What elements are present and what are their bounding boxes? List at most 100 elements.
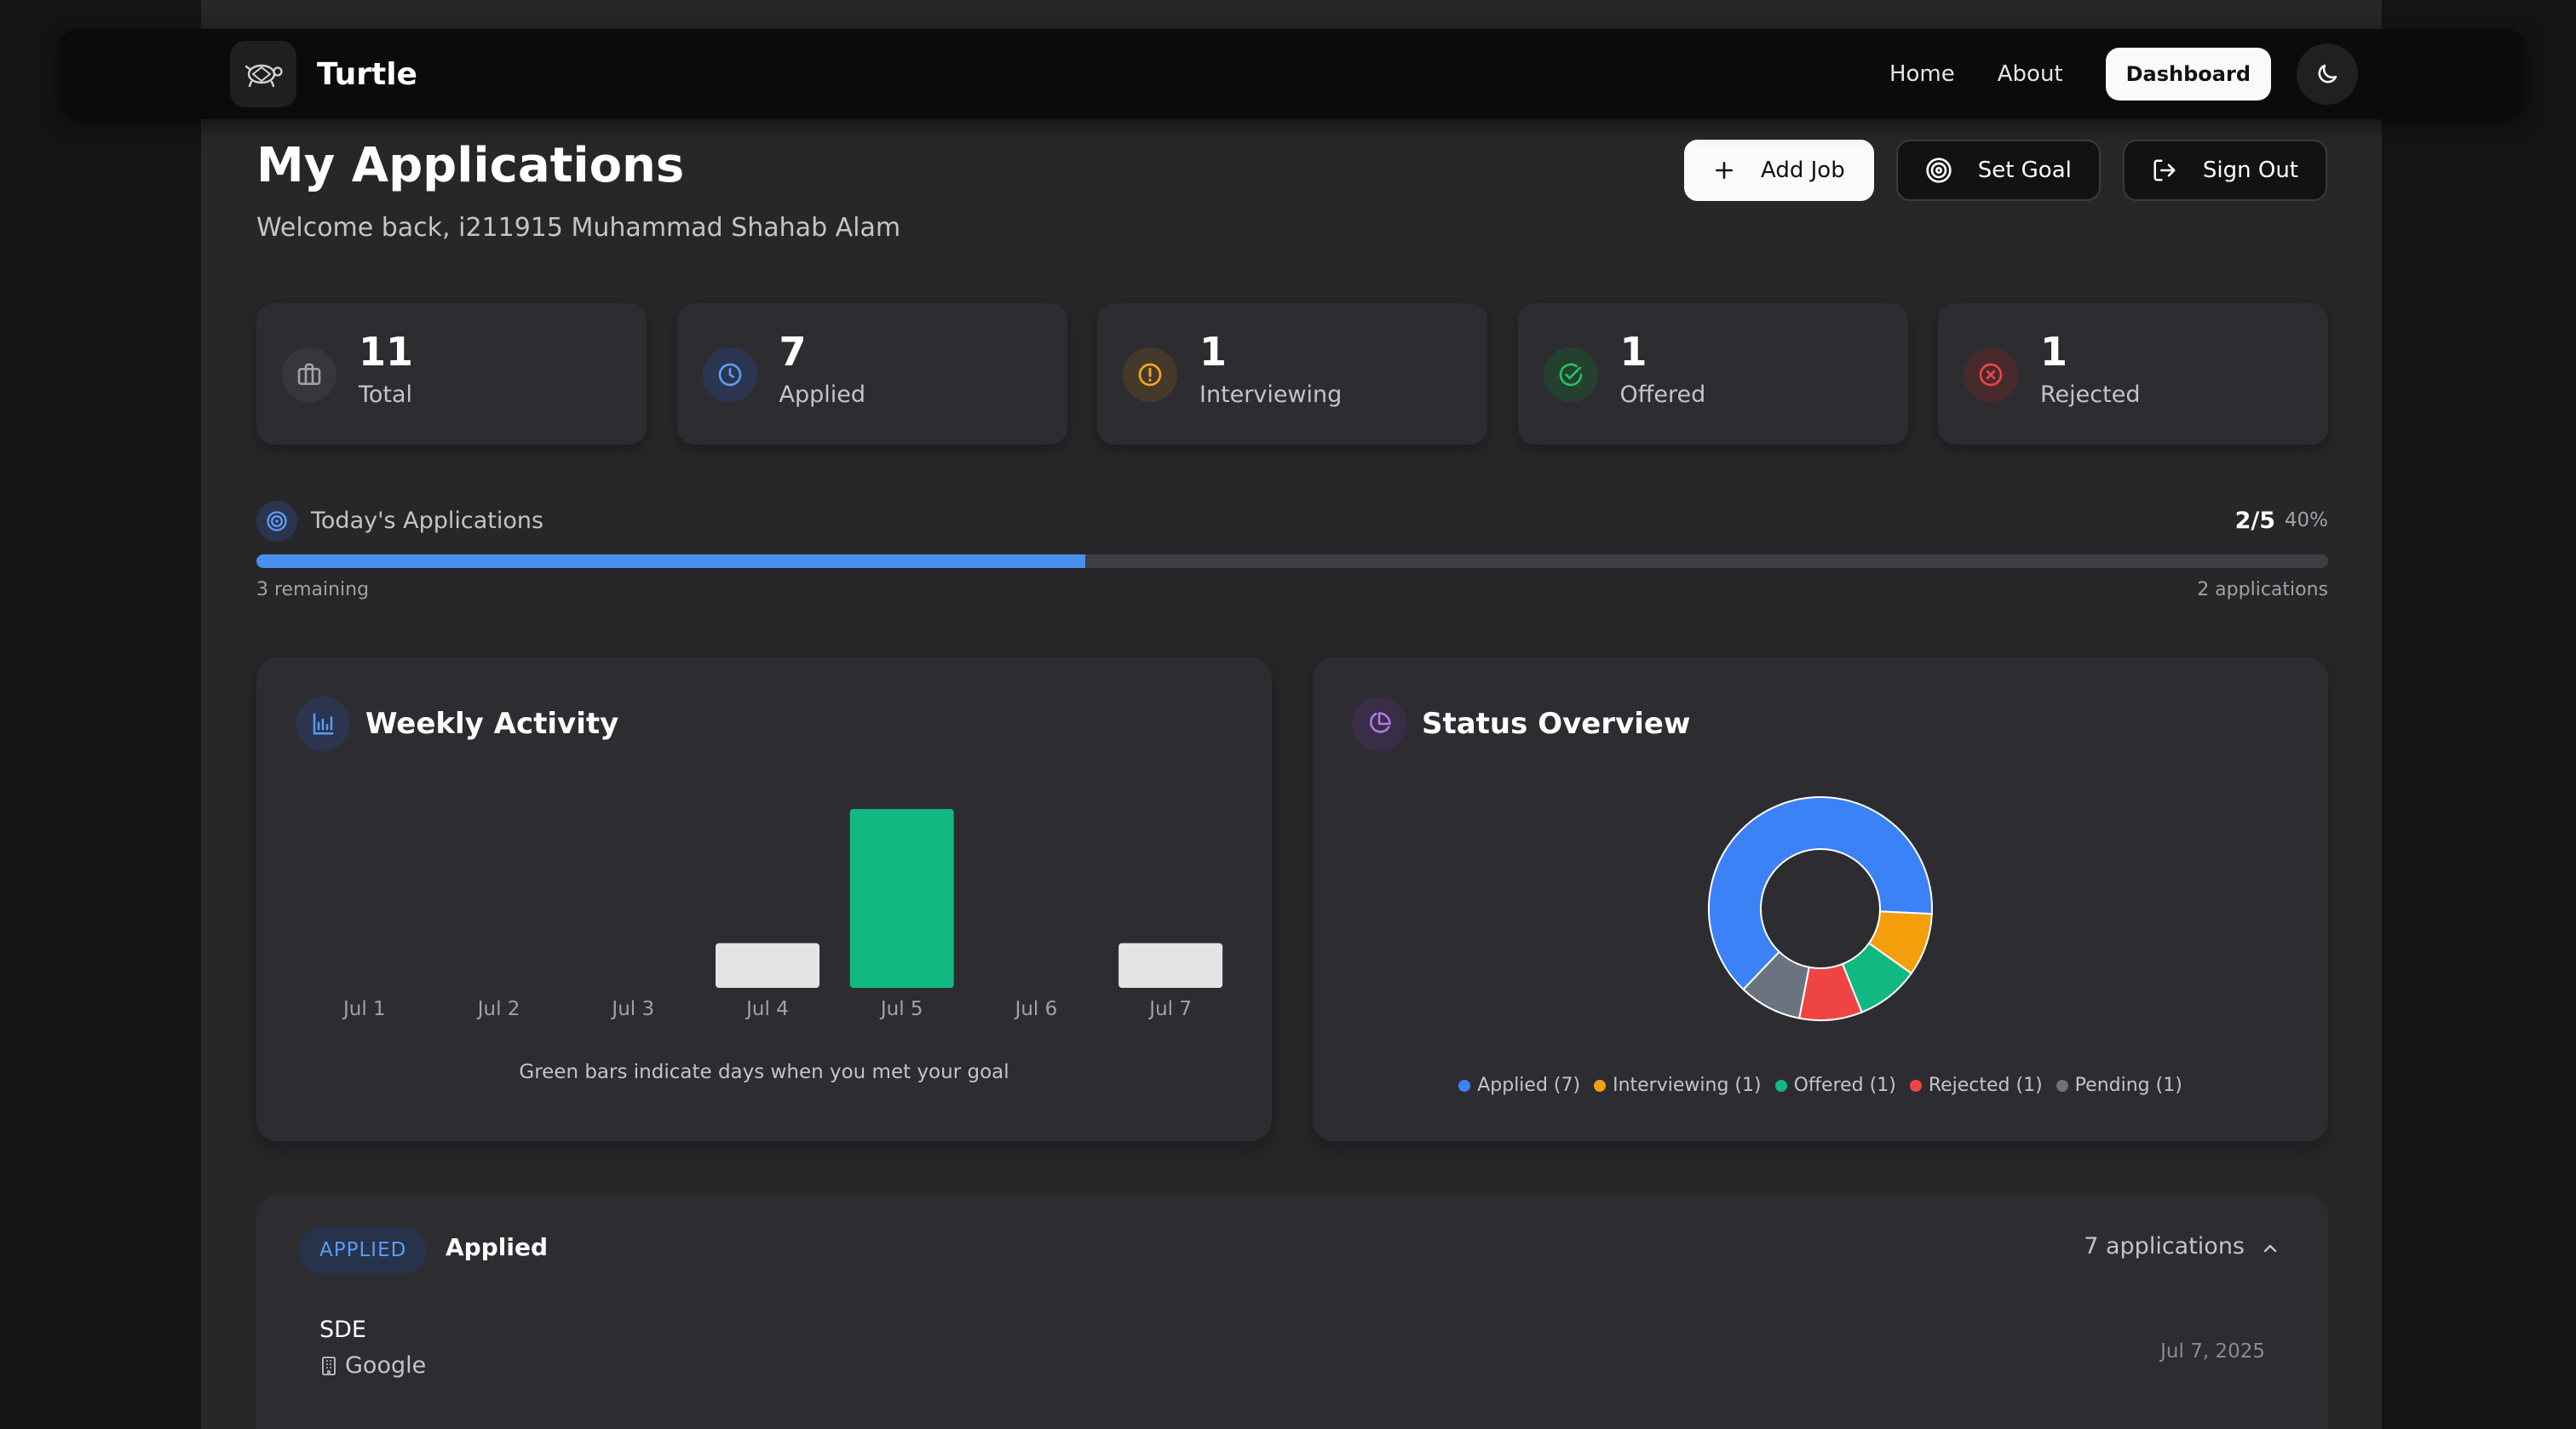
x-tick-label: Jul 3 <box>610 998 654 1020</box>
job-company: Google <box>319 1352 426 1379</box>
legend-dot <box>2056 1079 2068 1092</box>
moon-icon <box>2318 64 2337 83</box>
stat-rejected-label: Rejected <box>2040 382 2141 408</box>
sign-out-button[interactable]: Sign Out <box>2122 140 2327 201</box>
stat-card-applied: 7 Applied <box>676 303 1067 445</box>
stats-row: 11 Total 7 Applied 1 Interviewing 1 Offe… <box>256 303 2328 445</box>
weekly-activity-chart: Jul 1 Jul 2 Jul 3 Jul 4 Jul 5 Jul 6 Jul 7 <box>342 809 1223 1020</box>
goal-remaining: 3 remaining <box>256 579 370 600</box>
clock-icon <box>702 347 757 402</box>
building-icon <box>322 1356 336 1375</box>
stat-card-rejected: 1 Rejected <box>1938 303 2328 445</box>
x-icon <box>1964 347 2018 402</box>
applied-section: APPLIED Applied 7 applications SDE Googl… <box>256 1196 2328 1429</box>
stat-interviewing-value: 1 <box>1199 329 1228 375</box>
brand-name: Turtle <box>317 56 417 92</box>
page-title: My Applications <box>256 138 685 193</box>
status-legend: Applied (7) Interviewing (1) Offered (1) Re… <box>1313 1075 2328 1096</box>
job-row[interactable]: SDE Google Jul 7, 2025 <box>319 1317 2265 1393</box>
theme-toggle-button[interactable] <box>2297 43 2358 105</box>
legend-label: Rejected (1) <box>1928 1075 2043 1096</box>
stat-applied-label: Applied <box>779 382 866 408</box>
legend-dot <box>1594 1079 1607 1092</box>
legend-label: Pending (1) <box>2074 1075 2182 1096</box>
donut-slice-interviewing[interactable] <box>1867 910 1933 975</box>
weekly-activity-title: Weekly Activity <box>365 707 619 741</box>
bar-chart-icon <box>296 697 350 751</box>
weekly-activity-panel: Weekly Activity Jul 1 Jul 2 Jul 3 Jul 4 Jul … <box>256 657 1272 1141</box>
status-overview-title: Status Overview <box>1422 707 1691 741</box>
nav-dashboard-button[interactable]: Dashboard <box>2105 48 2271 100</box>
sign-out-icon <box>2153 159 2176 181</box>
chevron-up-icon[interactable] <box>2260 1238 2280 1262</box>
goal-applications: 2 applications <box>2197 579 2328 600</box>
bar-jul-7[interactable] <box>1118 943 1223 989</box>
stat-total-label: Total <box>359 382 413 408</box>
chart-note: Green bars indicate days when you met yo… <box>519 1061 1009 1083</box>
sign-out-label: Sign Out <box>2202 158 2298 183</box>
legend-item-interviewing: Interviewing (1) <box>1594 1075 1762 1096</box>
x-tick-label: Jul 7 <box>1147 998 1192 1020</box>
legend-item-applied: Applied (7) <box>1458 1075 1580 1096</box>
x-tick-label: Jul 2 <box>476 998 520 1020</box>
status-overview-panel: Status Overview Applied (7) Interviewing … <box>1313 657 2328 1141</box>
goal-progress-fill <box>256 554 1085 568</box>
briefcase-icon <box>282 347 336 402</box>
section-title: Applied <box>446 1233 548 1261</box>
stat-offered-label: Offered <box>1619 382 1706 408</box>
stat-rejected-value: 1 <box>2040 329 2068 375</box>
stat-card-total: 11 Total <box>256 303 647 445</box>
target-icon <box>256 501 297 542</box>
legend-dot <box>1458 1079 1471 1092</box>
nav-home-link[interactable]: Home <box>1889 61 1955 87</box>
stat-applied-value: 7 <box>779 329 807 375</box>
check-icon <box>1543 347 1598 402</box>
legend-item-rejected: Rejected (1) <box>1909 1075 2043 1096</box>
legend-dot <box>1909 1079 1922 1092</box>
x-tick-label: Jul 4 <box>745 998 789 1020</box>
alert-icon <box>1123 347 1177 402</box>
stat-card-offered: 1 Offered <box>1517 303 1908 445</box>
goal-percent: 40% <box>2284 509 2328 531</box>
section-count[interactable]: 7 applications <box>2084 1233 2245 1260</box>
x-tick-label: Jul 1 <box>342 998 386 1020</box>
stat-interviewing-label: Interviewing <box>1199 382 1343 408</box>
nav-about-link[interactable]: About <box>1997 61 2063 87</box>
legend-item-pending: Pending (1) <box>2056 1075 2182 1096</box>
stat-total-value: 11 <box>359 329 414 375</box>
target-icon <box>1926 158 1952 183</box>
goal-title: Today's Applications <box>311 508 544 534</box>
legend-dot <box>1774 1079 1787 1092</box>
header-actions: Add Job Set Goal Sign Out <box>1662 140 2327 201</box>
add-job-button[interactable]: Add Job <box>1684 140 1874 201</box>
job-date: Jul 7, 2025 <box>2160 1340 2265 1363</box>
add-job-label: Add Job <box>1761 158 1845 183</box>
x-tick-label: Jul 5 <box>879 998 923 1020</box>
status-badge: APPLIED <box>299 1226 428 1274</box>
legend-label: Applied (7) <box>1477 1075 1581 1096</box>
bar-jul-5[interactable] <box>849 809 954 988</box>
goal-progress-bar <box>256 554 2328 568</box>
turtle-logo-icon <box>230 41 296 107</box>
stat-card-interviewing: 1 Interviewing <box>1097 303 1487 445</box>
job-role: SDE <box>319 1317 366 1343</box>
legend-item-offered: Offered (1) <box>1774 1075 1896 1096</box>
goal-count: 2/5 <box>2234 508 2275 534</box>
daily-goal: Today's Applications 2/5 40% 3 remaining… <box>256 501 2328 603</box>
legend-label: Interviewing (1) <box>1613 1075 1762 1096</box>
x-tick-label: Jul 6 <box>1014 998 1058 1020</box>
donut-slice-applied[interactable] <box>1708 796 1933 991</box>
nav-links: Home About Dashboard <box>1889 43 2358 105</box>
brand[interactable]: Turtle <box>230 41 417 107</box>
welcome-subtitle: Welcome back, i211915 Muhammad Shahab Al… <box>256 213 901 243</box>
top-navbar: Turtle Home About Dashboard <box>60 29 2525 119</box>
stat-offered-value: 1 <box>1619 329 1647 375</box>
status-donut-chart <box>1708 796 1933 1021</box>
legend-label: Offered (1) <box>1793 1075 1896 1096</box>
job-company-name: Google <box>345 1352 427 1379</box>
bar-jul-4[interactable] <box>716 943 819 989</box>
plus-icon <box>1716 162 1733 179</box>
set-goal-label: Set Goal <box>1977 158 2072 183</box>
set-goal-button[interactable]: Set Goal <box>1895 140 2101 201</box>
pie-chart-icon <box>1352 697 1406 751</box>
